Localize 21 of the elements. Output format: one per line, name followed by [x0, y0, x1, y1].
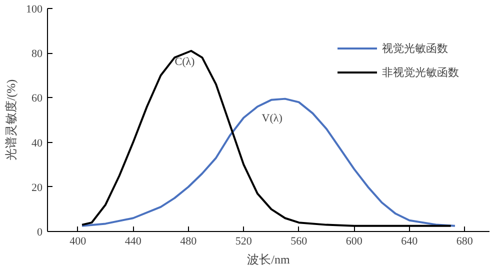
- annotation: C(λ): [174, 56, 196, 68]
- y-tick-label: 80: [32, 48, 43, 60]
- x-axis-title: 波长/nm: [247, 252, 290, 266]
- y-tick-label: 100: [26, 4, 43, 16]
- line-series: [81, 98, 456, 227]
- x-tick-label: 400: [70, 236, 87, 248]
- legend-label: 非视觉光敏函数: [382, 66, 459, 80]
- x-tick-label: 440: [124, 236, 142, 248]
- legend-label: 视觉光敏函数: [382, 42, 448, 56]
- x-tick-label: 520: [235, 236, 252, 248]
- y-axis-title: 光谱灵敏度/(%): [4, 79, 18, 161]
- y-tick-label: 60: [32, 92, 43, 105]
- x-tick-label: 480: [180, 236, 198, 248]
- x-tick-label: 560: [290, 236, 308, 248]
- x-tick-label: 680: [456, 236, 474, 248]
- annotation: V(λ): [262, 112, 283, 125]
- x-tick-label: 600: [346, 236, 363, 248]
- y-tick-label: 0: [37, 226, 43, 238]
- x-tick-label: 640: [401, 236, 418, 248]
- y-tick-label: 20: [32, 182, 43, 194]
- y-tick-label: 40: [32, 137, 43, 150]
